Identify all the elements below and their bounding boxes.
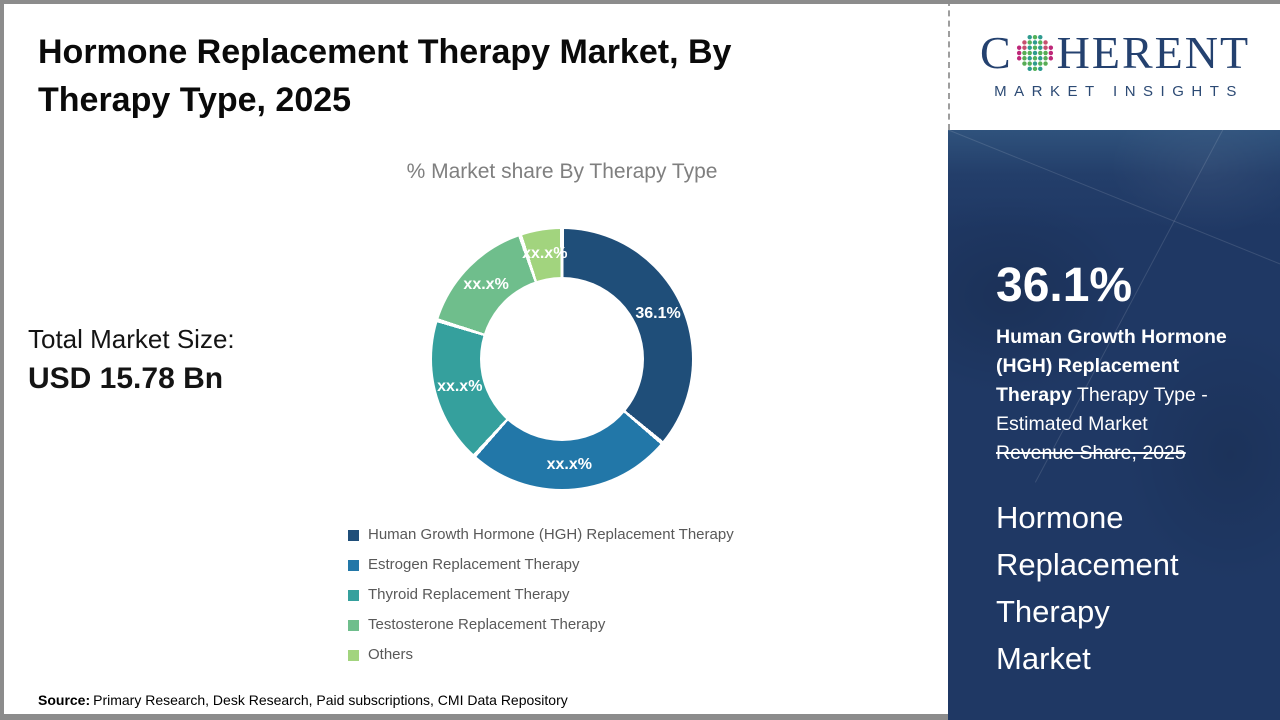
legend-swatch xyxy=(348,619,359,631)
total-market-label: Total Market Size: xyxy=(28,324,235,354)
legend-item: Others xyxy=(348,646,734,664)
side-panel-body: 36.1% Human Growth Hormone (HGH) Replace… xyxy=(948,130,1280,720)
legend-swatch xyxy=(348,649,359,661)
slide-border-left xyxy=(0,0,4,720)
stat-desc-bold: Human Growth Hormone (HGH) Replacement T… xyxy=(996,326,1227,406)
legend-item: Human Growth Hormone (HGH) Replacement T… xyxy=(348,526,734,544)
stat-desc-regular: Therapy Type - Estimated Market xyxy=(996,384,1208,435)
donut-slice-label: xx.x% xyxy=(437,377,483,395)
legend-label: Testosterone Replacement Therapy xyxy=(368,616,606,633)
source-text: Primary Research, Desk Research, Paid su… xyxy=(93,692,568,708)
donut-slice-label: 36.1% xyxy=(635,305,681,323)
legend-label: Thyroid Replacement Therapy xyxy=(368,586,570,603)
chart-legend: Human Growth Hormone (HGH) Replacement T… xyxy=(348,526,734,676)
logo-brand-rest: HERENT xyxy=(1056,27,1251,78)
legend-label: Others xyxy=(368,646,414,663)
logo: C HERENT MARKET INSIGHTS xyxy=(948,0,1280,130)
legend-swatch xyxy=(348,589,359,601)
source-label: Source: xyxy=(38,692,91,708)
donut-hole xyxy=(480,277,644,441)
globe-dots-icon xyxy=(1016,34,1053,72)
total-market-size: Total Market Size: USD 15.78 Bn xyxy=(28,324,235,396)
logo-brand: C HERENT xyxy=(980,30,1250,76)
side-panel: C HERENT MARKET INSIGHTS 36.1% Human Grow… xyxy=(948,0,1280,720)
stat-desc-strikethrough: Revenue Share, 2025 xyxy=(996,442,1186,464)
total-market-value: USD 15.78 Bn xyxy=(28,362,224,395)
legend-swatch xyxy=(348,559,359,571)
legend-item: Thyroid Replacement Therapy xyxy=(348,586,734,604)
slide-border-bottom xyxy=(0,714,948,720)
chart-title: % Market share By Therapy Type xyxy=(406,160,718,183)
source-note: Source: Primary Research, Desk Research, … xyxy=(38,692,568,708)
page-title: Hormone Replacement Therapy Market, By T… xyxy=(38,33,732,119)
legend-item: Estrogen Replacement Therapy xyxy=(348,556,734,574)
donut-slice-label: xx.x% xyxy=(522,245,568,263)
legend-item: Testosterone Replacement Therapy xyxy=(348,616,734,634)
slide-border-top xyxy=(0,0,1280,4)
donut-slice-label: xx.x% xyxy=(546,455,592,473)
logo-tagline: MARKET INSIGHTS xyxy=(994,83,1244,100)
highlight-stat-value: 36.1% xyxy=(996,259,1133,312)
donut-chart: 36.1% xx.x% xx.x% xx.x% xx.x% xyxy=(432,229,692,489)
donut-slice-label: xx.x% xyxy=(463,275,509,293)
legend-label: Human Growth Hormone (HGH) Replacement T… xyxy=(368,526,734,543)
legend-label: Estrogen Replacement Therapy xyxy=(368,556,580,573)
market-name: Hormone Replacement Therapy Market xyxy=(996,500,1179,676)
legend-swatch xyxy=(348,529,359,541)
highlight-stat-description: Human Growth Hormone (HGH) Replacement T… xyxy=(996,323,1260,468)
logo-letter-c: C xyxy=(979,27,1013,78)
